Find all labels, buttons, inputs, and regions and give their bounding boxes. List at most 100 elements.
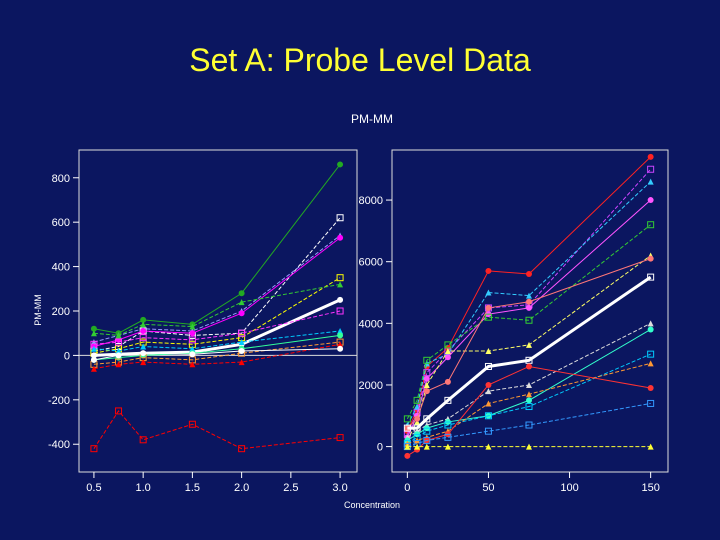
data-point bbox=[414, 415, 421, 422]
data-point bbox=[337, 345, 344, 352]
data-point bbox=[423, 436, 431, 444]
y-axis-label: PM-MM bbox=[33, 294, 43, 326]
series-line bbox=[93, 343, 341, 370]
series-line bbox=[93, 277, 341, 354]
y-tick-label: 8000 bbox=[359, 195, 383, 207]
y-tick-label: 6000 bbox=[359, 257, 383, 269]
series-line bbox=[407, 353, 651, 444]
data-point bbox=[188, 420, 196, 428]
chart-panel-left: -400 -200 0 200 400 600 800 0.5 1.0 1.5 2.0 2.5 3.0 bbox=[48, 149, 358, 494]
data-point bbox=[647, 221, 655, 229]
series-line bbox=[93, 298, 341, 357]
data-point bbox=[414, 403, 421, 410]
data-point bbox=[647, 153, 654, 160]
data-point bbox=[140, 321, 147, 328]
data-point bbox=[337, 332, 344, 339]
series-line bbox=[93, 235, 341, 343]
data-point bbox=[90, 356, 97, 363]
data-point bbox=[139, 436, 147, 444]
data-point bbox=[115, 407, 123, 415]
data-point bbox=[526, 443, 532, 450]
data-point bbox=[115, 338, 123, 346]
data-point bbox=[526, 397, 532, 404]
series-line bbox=[93, 334, 341, 361]
data-point bbox=[403, 424, 411, 432]
data-point bbox=[423, 375, 430, 382]
x-tick-label: 0 bbox=[404, 482, 410, 494]
series-line bbox=[93, 283, 341, 336]
y-tick-label: -200 bbox=[48, 395, 70, 407]
data-point bbox=[647, 197, 654, 204]
data-point bbox=[413, 396, 421, 404]
data-point bbox=[238, 310, 245, 317]
x-tick-label: 100 bbox=[560, 482, 578, 494]
y-tick-label: 200 bbox=[52, 306, 70, 318]
data-point bbox=[423, 356, 431, 364]
data-point bbox=[526, 304, 532, 311]
data-point bbox=[90, 345, 97, 352]
data-point bbox=[115, 332, 122, 339]
data-point bbox=[444, 354, 451, 361]
data-point bbox=[444, 378, 451, 385]
data-point bbox=[444, 421, 452, 429]
data-point bbox=[423, 427, 431, 435]
figure-subtitle: PM-MM bbox=[351, 112, 393, 126]
data-point bbox=[485, 289, 492, 296]
data-point bbox=[337, 161, 344, 168]
y-tick-label: -400 bbox=[48, 439, 70, 451]
data-point bbox=[337, 234, 344, 241]
data-point bbox=[423, 381, 430, 388]
y-tick-label: 2000 bbox=[359, 380, 383, 392]
data-point bbox=[484, 427, 492, 435]
data-point bbox=[90, 445, 98, 453]
data-point bbox=[647, 399, 655, 407]
data-point bbox=[484, 412, 492, 420]
x-tick-label: 2.0 bbox=[234, 482, 249, 494]
series-line bbox=[93, 217, 341, 352]
x-axis-label: Concentration bbox=[344, 500, 400, 510]
slide-title: Set A: Probe Level Data bbox=[189, 42, 531, 78]
plot-frame bbox=[391, 149, 669, 473]
data-point bbox=[484, 362, 492, 370]
series-line bbox=[407, 402, 651, 448]
data-point bbox=[404, 452, 411, 459]
chart-panel-right: 0 2000 4000 6000 8000 0 50 100 150 bbox=[359, 149, 669, 494]
data-point bbox=[140, 327, 147, 334]
y-tick-label: 400 bbox=[52, 262, 70, 274]
y-tick-label: 600 bbox=[52, 217, 70, 229]
data-point bbox=[336, 274, 344, 282]
data-point bbox=[525, 403, 533, 411]
data-point bbox=[525, 421, 533, 429]
data-point bbox=[525, 316, 533, 324]
data-point bbox=[238, 290, 245, 297]
data-point bbox=[189, 351, 196, 358]
data-point bbox=[647, 273, 655, 281]
data-point bbox=[140, 343, 147, 350]
y-tick-label: 800 bbox=[52, 173, 70, 185]
data-point bbox=[90, 339, 97, 346]
y-tick-label: 0 bbox=[64, 350, 70, 362]
data-point bbox=[140, 359, 147, 366]
data-point bbox=[115, 352, 122, 359]
y-tick-label: 4000 bbox=[359, 318, 383, 330]
series-line bbox=[93, 410, 341, 450]
data-point bbox=[526, 391, 532, 398]
data-point bbox=[404, 443, 411, 450]
data-point bbox=[647, 255, 654, 262]
data-point bbox=[485, 304, 492, 311]
y-tick-label: 0 bbox=[377, 442, 383, 454]
data-point bbox=[526, 298, 532, 305]
data-point bbox=[423, 443, 430, 450]
data-point bbox=[526, 363, 532, 370]
data-point bbox=[337, 296, 344, 303]
data-point bbox=[337, 327, 344, 334]
data-point bbox=[526, 271, 532, 278]
data-point bbox=[115, 347, 122, 354]
data-point bbox=[444, 443, 451, 450]
x-tick-label: 50 bbox=[482, 482, 494, 494]
data-point bbox=[188, 336, 196, 344]
data-point bbox=[485, 400, 492, 407]
data-point bbox=[189, 323, 196, 330]
data-point bbox=[647, 320, 654, 327]
data-point bbox=[115, 361, 122, 368]
